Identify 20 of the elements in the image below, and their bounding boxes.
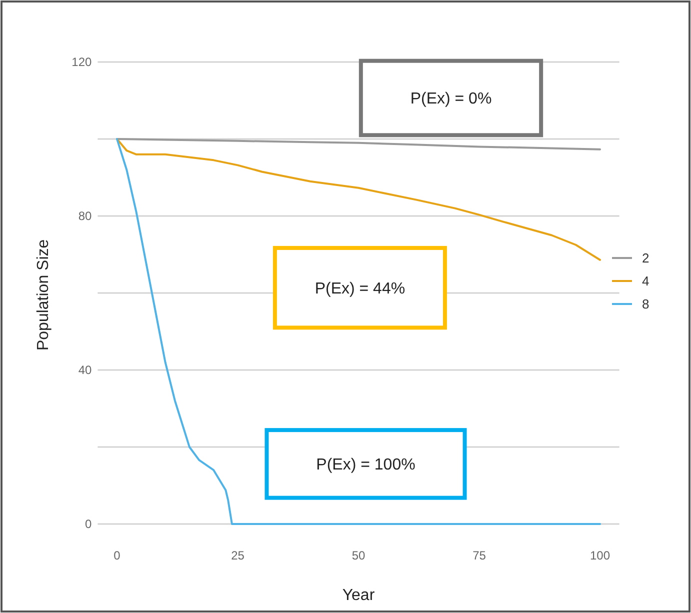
x-tick-label: 100 <box>590 548 610 563</box>
x-axis-title: Year <box>342 587 376 604</box>
x-tick-label: 25 <box>231 548 245 563</box>
legend-label: 8 <box>642 296 650 312</box>
y-tick-label: 120 <box>72 55 92 70</box>
x-tick-label: 75 <box>472 548 486 563</box>
x-tick-label: 50 <box>352 548 366 563</box>
line-series <box>116 138 601 261</box>
y-tick-label: 40 <box>78 363 92 378</box>
legend-label: 2 <box>642 250 650 266</box>
legend-label: 4 <box>642 274 650 289</box>
annotation: P(Ex) = 0% <box>410 90 492 108</box>
y-tick-label: 80 <box>78 209 92 224</box>
x-tick-label: 0 <box>114 548 121 563</box>
line-series <box>116 138 601 150</box>
y-axis-title: Population Size <box>35 239 52 351</box>
annotation: P(Ex) = 44% <box>314 280 406 298</box>
annotation: P(Ex) = 100% <box>316 456 416 474</box>
y-tick-label: 0 <box>84 517 92 532</box>
line-series <box>116 138 601 525</box>
